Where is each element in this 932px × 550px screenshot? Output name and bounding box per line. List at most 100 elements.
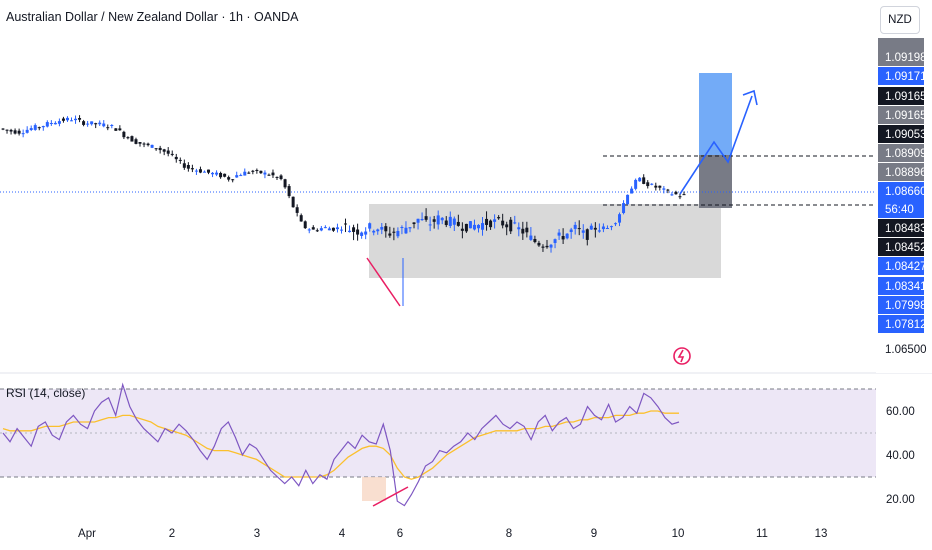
candle-body <box>368 223 372 229</box>
candle-body <box>102 123 106 127</box>
rsi-scale[interactable]: 60.00 40.00 20.00 <box>886 406 915 506</box>
candle-body <box>198 169 202 173</box>
candle-body <box>424 216 428 220</box>
candle-body <box>283 179 287 188</box>
candle-body <box>493 219 497 222</box>
candle-body <box>223 173 227 177</box>
candle-body <box>170 153 174 155</box>
candle-body <box>485 218 489 225</box>
candle-body <box>154 148 158 150</box>
candle-body <box>194 170 198 172</box>
candle-body <box>444 220 448 226</box>
candle-body <box>235 175 239 178</box>
candle-body <box>207 169 211 173</box>
price-label: 1.09198 <box>885 52 927 64</box>
candle-body <box>408 227 412 229</box>
candle-body <box>90 121 94 125</box>
candle-body <box>589 225 593 230</box>
time-axis[interactable]: Apr 2 3 4 6 8 9 10 11 13 <box>78 528 827 540</box>
price-label-bg <box>878 238 924 256</box>
candle-body <box>327 228 331 231</box>
candle-body <box>37 127 41 129</box>
currency-button[interactable]: NZD <box>880 6 920 34</box>
candle-body <box>61 118 65 121</box>
candle-body <box>150 144 154 148</box>
candle-body <box>420 219 424 221</box>
candle-body <box>41 126 45 128</box>
candle-body <box>279 175 283 180</box>
candle-body <box>174 156 178 160</box>
price-label: 1.07998 <box>885 300 927 312</box>
candle-body <box>227 177 231 180</box>
price-label-bg <box>878 48 924 66</box>
candle-body <box>348 230 352 233</box>
candle-body <box>142 143 146 145</box>
price-label-bg <box>878 277 924 295</box>
candle-body <box>114 128 118 131</box>
candle-body <box>130 136 134 142</box>
time-tick-label: 3 <box>254 528 260 540</box>
candle-body <box>521 228 525 234</box>
candle-body <box>376 229 380 232</box>
candle-body <box>601 226 605 230</box>
candle-body <box>239 175 243 177</box>
candle-body <box>166 150 170 154</box>
candle-body <box>126 137 130 139</box>
candle-body <box>271 172 275 176</box>
stop-box[interactable] <box>699 155 732 208</box>
time-tick-label: 6 <box>397 528 403 540</box>
candle-body <box>162 149 166 152</box>
candle-body <box>468 221 472 229</box>
candle-body <box>215 172 219 175</box>
candle-body <box>517 227 521 230</box>
candle-body <box>211 172 215 175</box>
candle-body <box>509 219 513 232</box>
candle-body <box>295 207 299 213</box>
candle-body <box>303 221 307 229</box>
candle-body <box>642 177 646 184</box>
candle-body <box>17 130 21 134</box>
candle-body <box>25 129 29 133</box>
candle-body <box>537 242 541 246</box>
price-label: 1.06500 <box>885 344 927 356</box>
candle-body <box>251 170 255 172</box>
candle-body <box>472 224 476 230</box>
rsi-indicator-label[interactable]: RSI (14, close) <box>6 386 86 400</box>
price-scale[interactable]: 1.09198 1.09171 1.09165 1.09165 1.09053 1.089… <box>878 48 927 356</box>
candle-body <box>569 229 573 233</box>
price-label-bg <box>878 296 924 314</box>
rsi-ma-line <box>2 410 679 480</box>
target-box[interactable] <box>699 73 732 155</box>
candle-body <box>255 169 259 171</box>
candle-body <box>247 172 251 174</box>
candle-body <box>545 245 549 248</box>
projection-arrow[interactable] <box>679 95 753 195</box>
range-zone[interactable] <box>369 204 721 278</box>
candle-body <box>267 174 271 176</box>
candle-body <box>319 228 323 231</box>
rsi-oversold-fill <box>362 477 386 501</box>
flash-icon[interactable] <box>672 346 692 366</box>
candle-body <box>416 218 420 223</box>
candle-body <box>464 223 468 232</box>
time-tick-label: 13 <box>815 528 828 540</box>
price-label-bg <box>878 144 924 162</box>
candle-body <box>634 179 638 189</box>
candle-body <box>384 226 388 232</box>
price-label-bg <box>878 257 924 275</box>
candle-body <box>291 196 295 208</box>
candle-body <box>275 176 279 178</box>
candle-body <box>392 231 396 233</box>
candle-body <box>57 121 61 124</box>
rsi-divergence-line[interactable] <box>372 486 409 507</box>
candle-body <box>243 171 247 176</box>
price-label-bg <box>878 106 924 124</box>
candle-body <box>456 221 460 226</box>
candle-body <box>452 218 456 225</box>
candle-body <box>396 230 400 237</box>
candle-body <box>412 222 416 225</box>
candle-body <box>53 122 57 125</box>
price-divergence-line[interactable] <box>366 257 401 307</box>
price-label-bg <box>878 125 924 143</box>
